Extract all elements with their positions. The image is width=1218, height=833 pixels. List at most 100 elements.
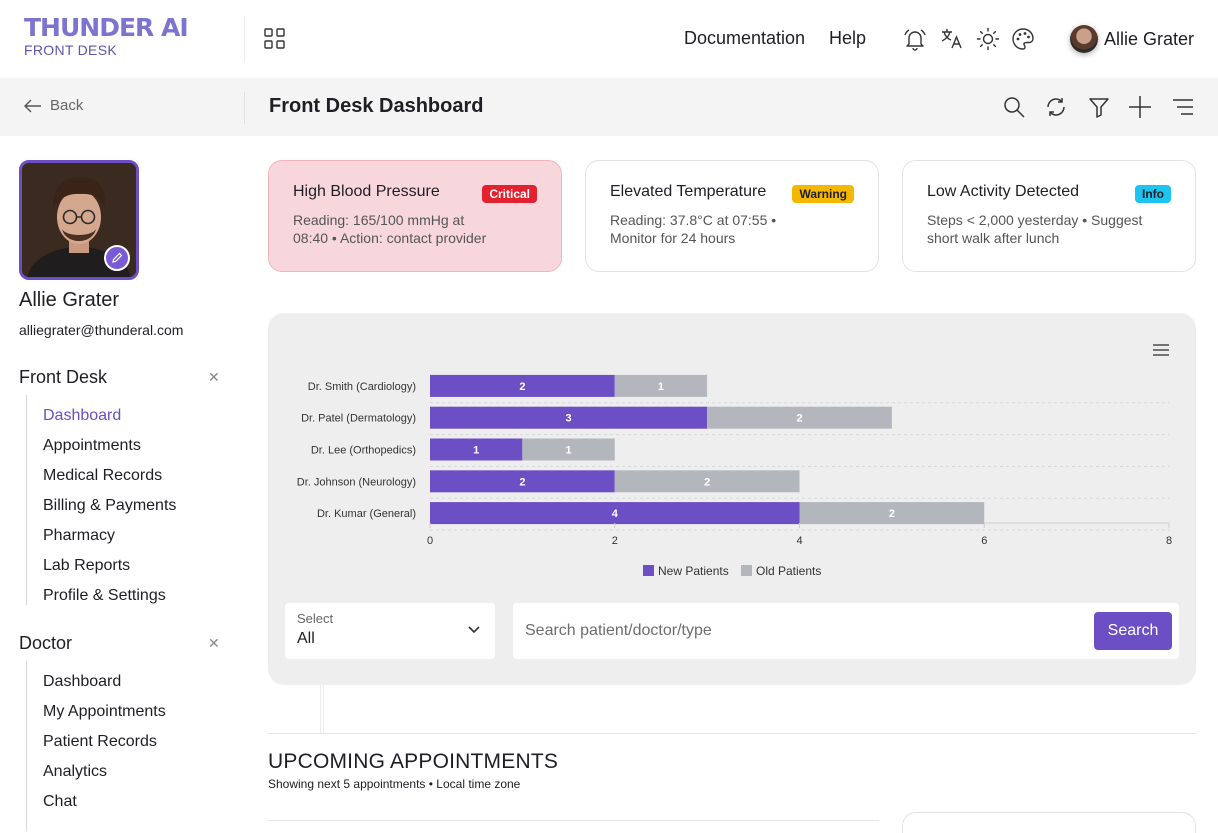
top-bar: THUNDER AI FRONT DESK Documentation Help [0, 0, 1218, 78]
data-label: 3 [566, 413, 572, 425]
alert-text: Reading: 37.8°C at 07:55 • Monitor for 2… [610, 212, 777, 246]
bar-new-patients [430, 502, 800, 525]
select-value: All [297, 630, 315, 647]
bar-old-patients [614, 470, 800, 493]
data-label: 2 [704, 476, 710, 488]
select-label: Select [297, 611, 334, 626]
documentation-link[interactable]: Documentation [684, 28, 806, 48]
alert-text: Steps < 2,000 yesterday • Suggest short … [927, 212, 1143, 246]
alert-title: Low Activity Detected [927, 183, 1080, 200]
data-label: 4 [612, 508, 619, 520]
data-label: 2 [889, 508, 895, 520]
x-tick-label: 0 [427, 535, 433, 547]
page-header: Back Front Desk Dashboard [0, 78, 1218, 136]
legend-swatch [741, 565, 752, 576]
sidebar-item-analytics[interactable]: Analytics [43, 763, 108, 780]
user-name: Allie Grater [1104, 28, 1195, 49]
bar-old-patients [799, 502, 985, 525]
search-bar: Search [513, 603, 1179, 659]
logo[interactable]: THUNDER AI FRONT DESK [24, 14, 189, 59]
refresh-icon[interactable] [1044, 95, 1068, 119]
data-label: 2 [519, 476, 525, 488]
alert-card-warning[interactable]: Elevated Temperature Reading: 37.8°C at … [585, 160, 879, 272]
divider [320, 685, 324, 733]
search-icon[interactable] [1002, 95, 1026, 119]
bar-old-patients [614, 374, 708, 397]
search-input[interactable] [513, 603, 1083, 659]
sidebar-item-lab-reports[interactable]: Lab Reports [43, 557, 131, 574]
chart-panel: Dr. Smith (Cardiology) 2 1 Dr. Patel (Derma… [268, 313, 1196, 685]
section-title: UPCOMING APPOINTMENTS [268, 750, 559, 773]
palette-icon[interactable] [1010, 26, 1036, 52]
nav-tree-line [26, 661, 27, 831]
y-tick-label: Dr. Smith (Cardiology) [308, 381, 416, 393]
sidebar-item-chat[interactable]: Chat [43, 793, 77, 810]
divider [244, 16, 245, 62]
logo-subtitle: FRONT DESK [24, 42, 117, 58]
x-tick-label: 2 [612, 535, 618, 547]
bell-icon[interactable] [902, 26, 928, 52]
main-content: High Blood Pressure Reading: 165/100 mmH… [244, 136, 1218, 833]
profile-email: alliegrater@thunderal.com [19, 322, 184, 338]
alert-card-info[interactable]: Low Activity Detected Steps < 2,000 yest… [902, 160, 1196, 272]
divider [244, 92, 245, 124]
data-label: 2 [796, 413, 802, 425]
sidebar-item-my-appointments[interactable]: My Appointments [43, 703, 166, 720]
avatar [1070, 25, 1098, 53]
main-area: High Blood Pressure Reading: 165/100 mmH… [244, 136, 1218, 833]
legend-label: New Patients [658, 564, 729, 578]
data-label: 2 [519, 381, 525, 393]
translate-icon[interactable] [939, 26, 965, 52]
sidebar-item-pharmacy[interactable]: Pharmacy [43, 527, 116, 544]
filter-icon[interactable] [1087, 95, 1111, 119]
sun-icon[interactable] [975, 26, 1001, 52]
nav-heading-doctor[interactable]: Doctor [19, 633, 73, 653]
sidebar-item-billing[interactable]: Billing & Payments [43, 497, 177, 514]
data-label: 1 [658, 381, 664, 393]
data-label: 1 [473, 445, 479, 457]
sidebar-item-profile-settings[interactable]: Profile & Settings [43, 587, 166, 604]
appointment-card[interactable] [902, 812, 1196, 833]
filter-select[interactable]: Select All [285, 603, 495, 659]
back-button[interactable]: Back [24, 97, 83, 114]
bar-old-patients [707, 406, 892, 429]
alert-title: High Blood Pressure [293, 183, 440, 200]
x-tick-label: 6 [981, 535, 987, 547]
user-menu[interactable]: Allie Grater [1070, 24, 1194, 54]
divider [268, 820, 879, 821]
y-tick-label: Dr. Kumar (General) [317, 508, 416, 520]
bar-new-patients [430, 470, 615, 493]
status-badge: Critical [482, 185, 537, 203]
data-label: 1 [566, 445, 572, 457]
nav-heading-front-desk[interactable]: Front Desk [19, 367, 108, 387]
sidebar: Allie Grater alliegrater@thunderal.com F… [0, 136, 244, 833]
divider [268, 733, 1196, 734]
status-badge: Info [1135, 185, 1171, 203]
profile-name: Allie Grater [19, 289, 120, 311]
collapse-front-desk-icon[interactable]: ✕ [208, 369, 220, 385]
plus-icon[interactable] [1128, 95, 1152, 119]
search-button[interactable]: Search [1094, 612, 1172, 650]
patients-bar-chart: Dr. Smith (Cardiology) 2 1 Dr. Patel (Derma… [297, 374, 1172, 578]
alert-card-critical[interactable]: High Blood Pressure Reading: 165/100 mmH… [268, 160, 562, 272]
chart-menu-icon[interactable] [1153, 344, 1169, 356]
sidebar-item-appointments[interactable]: Appointments [43, 437, 141, 454]
y-tick-label: Dr. Lee (Orthopedics) [311, 445, 416, 457]
section-subtitle: Showing next 5 appointments • Local time… [268, 777, 521, 791]
legend-label: Old Patients [756, 564, 821, 578]
arrow-left-icon [24, 99, 41, 112]
bar-new-patients [430, 438, 523, 461]
help-link[interactable]: Help [829, 28, 867, 48]
status-badge: Warning [792, 185, 854, 203]
y-tick-label: Dr. Johnson (Neurology) [297, 476, 416, 488]
sidebar-item-patient-records[interactable]: Patient Records [43, 733, 157, 750]
apps-grid-icon[interactable] [264, 28, 286, 50]
edit-photo-button[interactable] [104, 245, 130, 271]
sidebar-item-doctor-dashboard[interactable]: Dashboard [43, 673, 122, 690]
sidebar-item-medical-records[interactable]: Medical Records [43, 467, 163, 484]
menu-lines-icon[interactable] [1171, 95, 1195, 119]
sidebar-item-dashboard[interactable]: Dashboard [43, 407, 122, 424]
page-title: Front Desk Dashboard [269, 95, 484, 117]
pencil-icon [112, 252, 123, 263]
collapse-doctor-icon[interactable]: ✕ [208, 635, 220, 651]
